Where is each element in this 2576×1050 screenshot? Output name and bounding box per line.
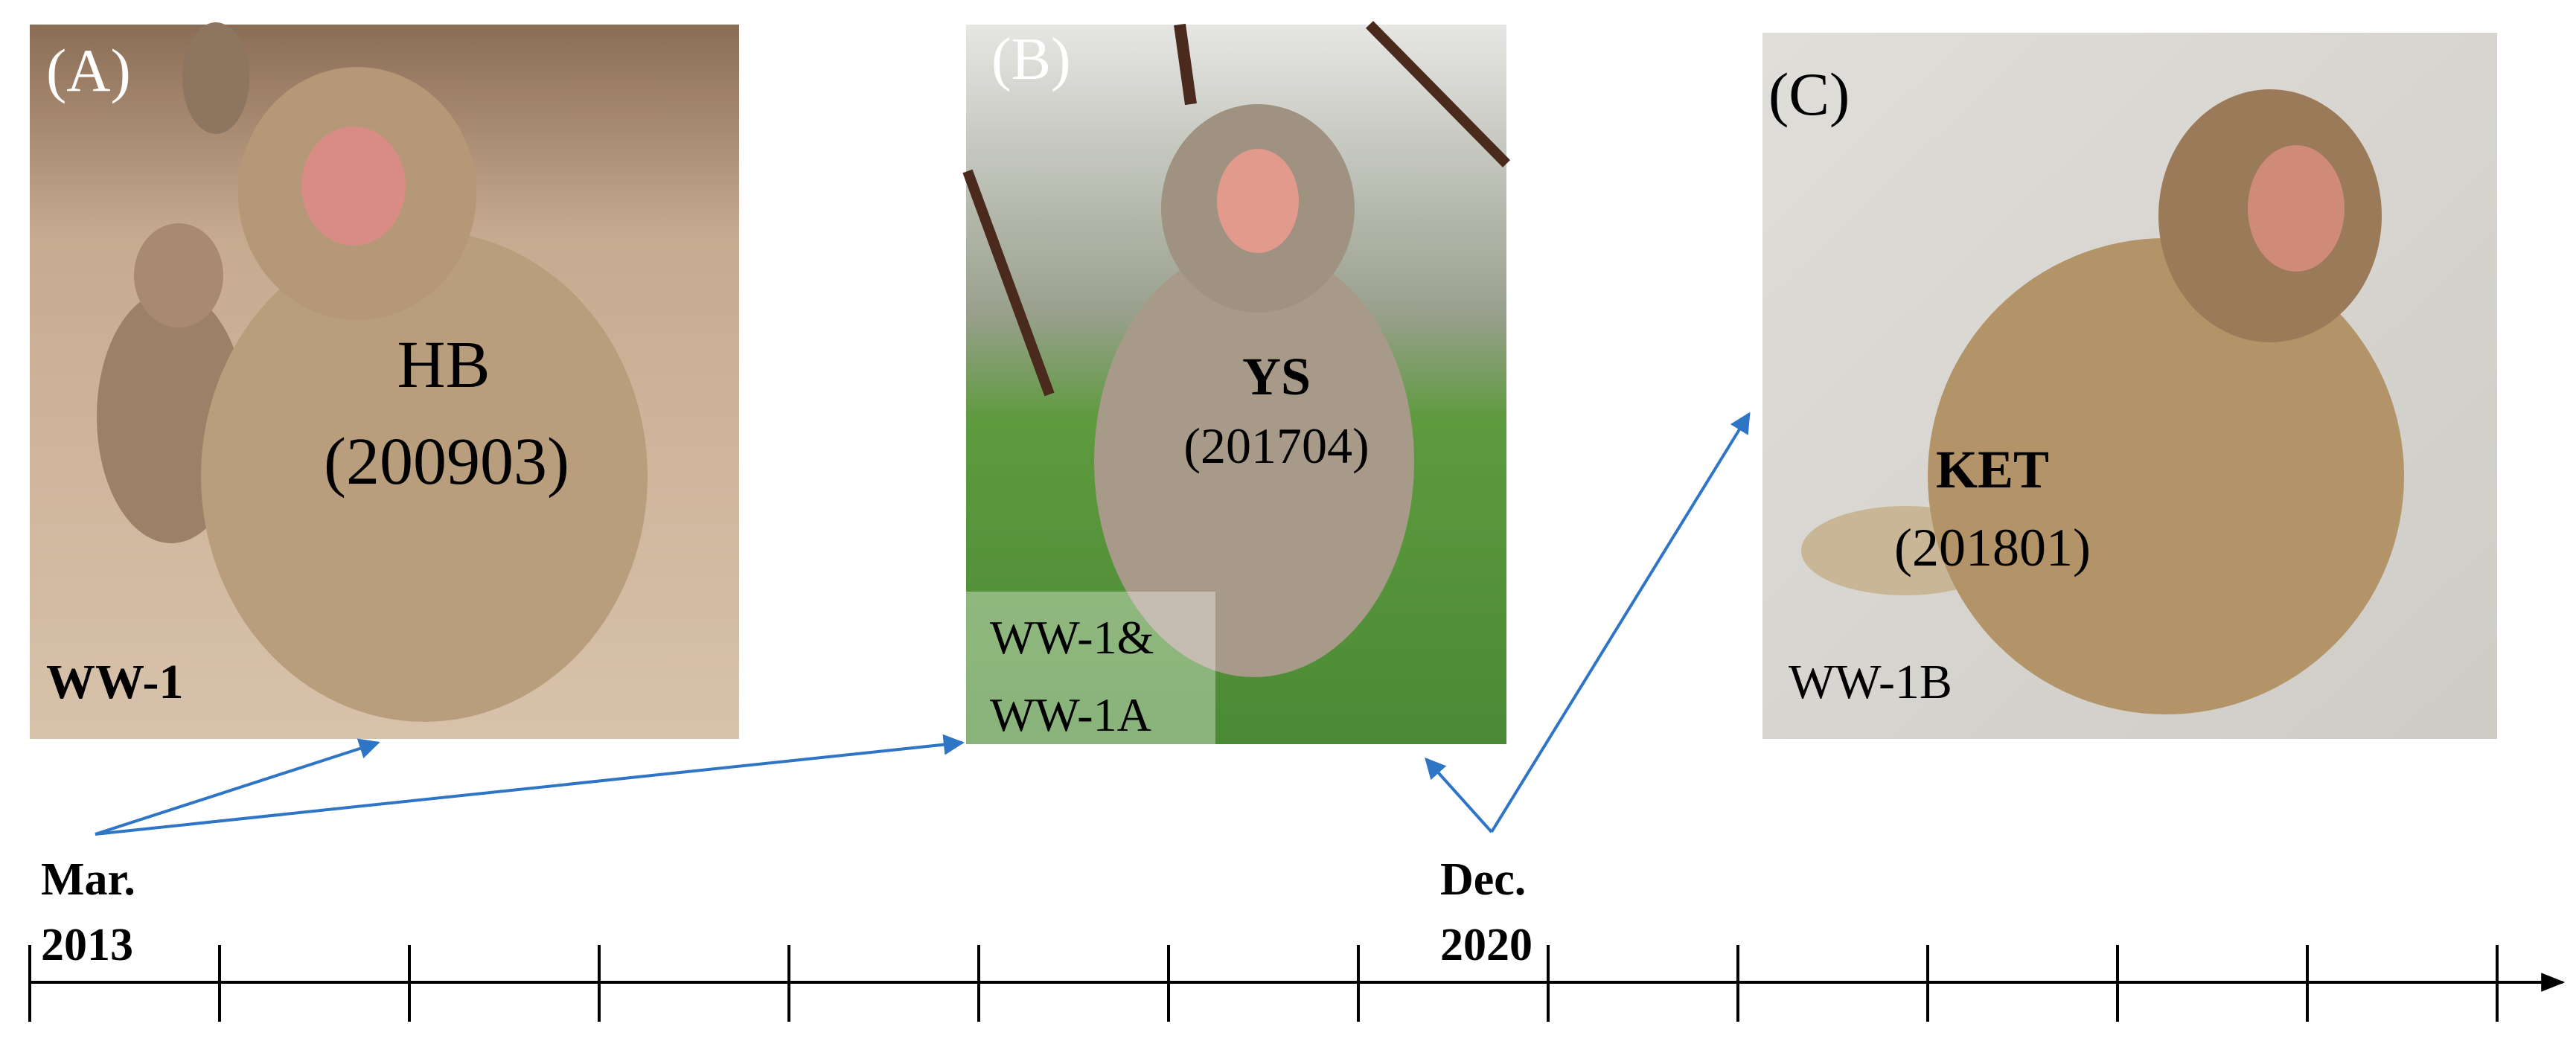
monkey-name: YS xyxy=(1242,347,1311,406)
monkey-code: (200903) xyxy=(324,425,569,499)
panel-label: (B) xyxy=(991,27,1071,92)
photo-a xyxy=(30,22,739,739)
monkey-code: (201801) xyxy=(1894,518,2091,577)
timeline-label: 2013 xyxy=(41,920,133,970)
photo-c xyxy=(1762,33,2497,739)
timeline-axis xyxy=(28,945,2566,1022)
group-label: WW-1A xyxy=(990,688,1151,741)
group-label: WW-1B xyxy=(1789,655,1952,709)
timeline-label: 2020 xyxy=(1440,920,1533,970)
panel-label: (C) xyxy=(1768,60,1850,128)
arrows xyxy=(95,412,1751,836)
monkey-name: KET xyxy=(1936,440,2049,499)
group-label: WW-1 xyxy=(46,655,184,709)
timeline-label: Mar. xyxy=(41,854,135,905)
monkey-code: (201704) xyxy=(1183,417,1369,474)
group-label: WW-1& xyxy=(990,611,1154,664)
monkey-name: HB xyxy=(397,328,490,402)
timeline-label: Dec. xyxy=(1440,854,1526,905)
photo-b xyxy=(962,21,1510,744)
panel-label: (A) xyxy=(46,36,131,104)
